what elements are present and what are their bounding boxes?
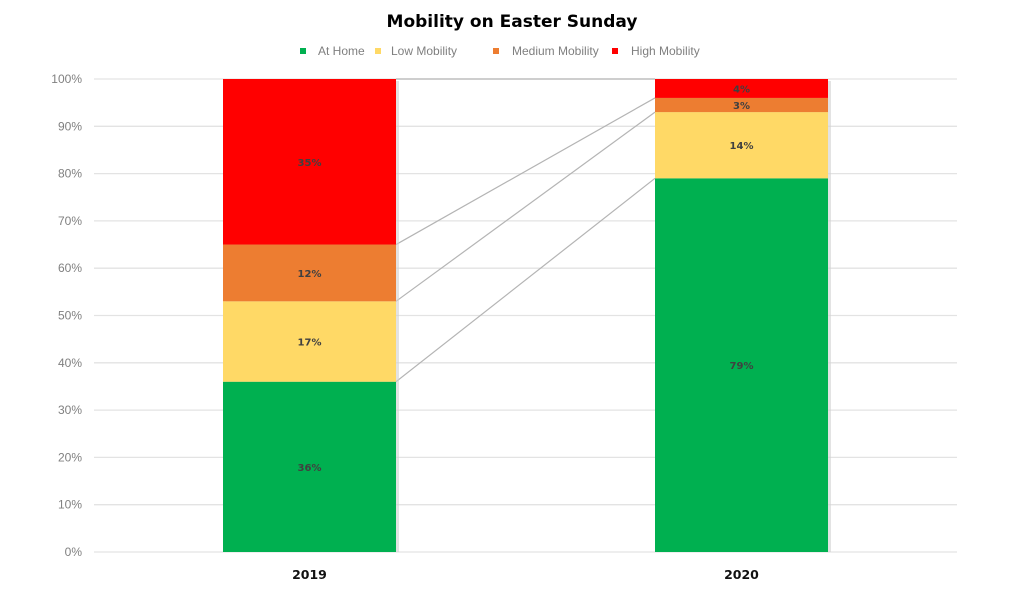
legend-marker	[612, 48, 618, 54]
data-label: 35%	[298, 158, 322, 169]
legend-label: Low Mobility	[391, 44, 457, 58]
x-tick-label: 2020	[724, 567, 759, 582]
bar-segment	[655, 79, 828, 98]
bar-segment	[223, 301, 396, 382]
data-label: 12%	[298, 269, 322, 280]
y-tick-label: 10%	[58, 498, 82, 512]
y-axis: 0% 10% 20% 30% 40% 50% 60% 70% 80% 90% 100%	[51, 72, 82, 559]
legend-label: At Home	[318, 44, 365, 58]
y-tick-label: 50%	[58, 309, 82, 323]
bar-segment	[655, 112, 828, 179]
series-line	[395, 177, 656, 383]
legend-marker	[375, 48, 381, 54]
legend-marker	[300, 48, 306, 54]
y-tick-label: 40%	[58, 356, 82, 370]
legend: At Home Low Mobility Medium Mobility High M…	[300, 44, 700, 58]
y-tick-label: 0%	[65, 545, 83, 559]
y-tick-label: 60%	[58, 261, 82, 275]
y-tick-label: 90%	[58, 119, 82, 133]
legend-marker	[493, 48, 499, 54]
data-label: 36%	[298, 463, 322, 474]
bar-segment	[223, 79, 396, 245]
bar-segment	[655, 178, 828, 552]
y-tick-label: 20%	[58, 450, 82, 464]
y-tick-label: 30%	[58, 403, 82, 417]
series-line	[395, 97, 656, 246]
y-tick-label: 70%	[58, 214, 82, 228]
legend-label: High Mobility	[631, 44, 700, 58]
legend-label: Medium Mobility	[512, 44, 599, 58]
bars: 36% 17% 12% 35% 79% 14% 3% 4%	[223, 79, 831, 552]
data-label: 4%	[733, 84, 750, 95]
data-label: 79%	[730, 361, 754, 372]
bar-segment	[223, 381, 396, 552]
bar-segment	[223, 244, 396, 302]
x-tick-label: 2019	[292, 567, 327, 582]
series-line	[395, 111, 656, 302]
series-lines	[395, 78, 656, 383]
y-tick-label: 100%	[51, 72, 82, 86]
data-label: 17%	[298, 338, 322, 349]
x-axis: 2019 2020	[292, 567, 759, 582]
y-tick-label: 80%	[58, 167, 82, 181]
data-label: 14%	[730, 141, 754, 152]
bar-segment	[655, 97, 828, 113]
chart-title: Mobility on Easter Sunday	[387, 12, 638, 32]
data-label: 3%	[733, 101, 750, 112]
